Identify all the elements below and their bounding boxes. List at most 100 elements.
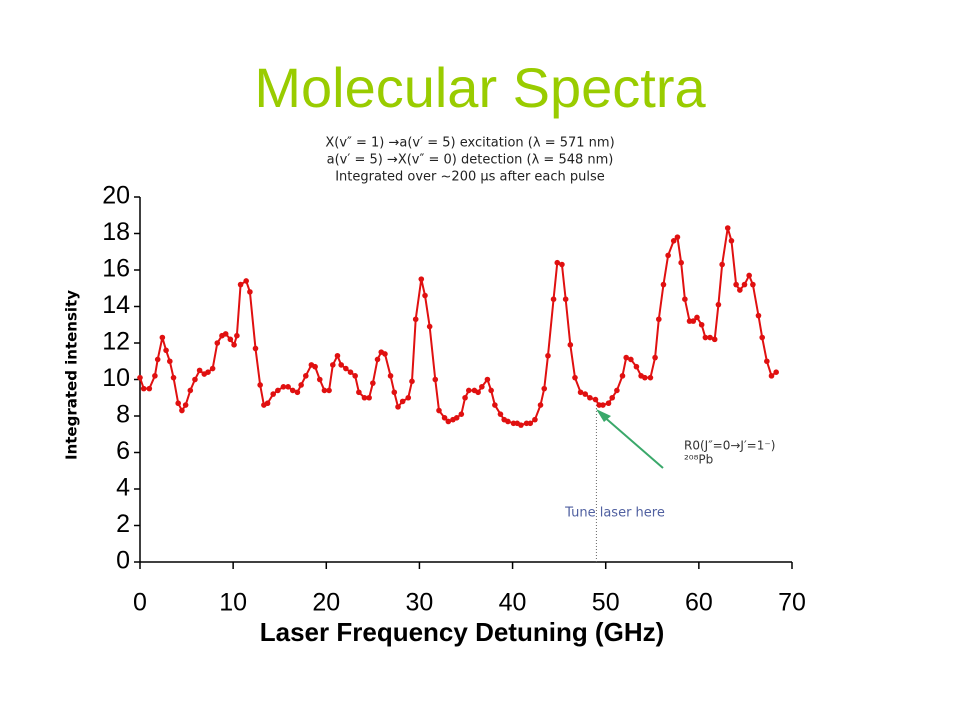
- data-point: [541, 385, 548, 392]
- data-point: [479, 384, 485, 390]
- data-point: [759, 334, 765, 341]
- data-point: [205, 369, 211, 376]
- data-point: [234, 332, 240, 339]
- data-point: [347, 369, 354, 376]
- data-point: [545, 352, 551, 359]
- data-point: [764, 358, 770, 365]
- data-point: [609, 394, 616, 401]
- data-point: [665, 252, 671, 259]
- data-point: [755, 312, 762, 319]
- data-point: [399, 398, 406, 405]
- x-tick-label: 20: [312, 589, 340, 617]
- data-point: [678, 259, 684, 266]
- annotation: Tune laser here: [564, 506, 665, 521]
- data-point: [741, 281, 748, 288]
- x-tick-label: 50: [592, 589, 620, 617]
- y-tick-label: 0: [116, 547, 130, 575]
- data-point: [724, 225, 731, 231]
- data-point: [243, 278, 249, 284]
- x-tick-label: 0: [133, 589, 147, 617]
- data-point: [690, 318, 697, 324]
- data-point: [768, 373, 775, 379]
- data-point: [614, 387, 620, 394]
- data-point: [316, 376, 323, 383]
- data-point: [628, 356, 634, 363]
- data-point: [146, 385, 153, 392]
- data-point: [334, 352, 341, 359]
- x-tick-label: 60: [685, 589, 713, 617]
- data-point: [750, 281, 756, 288]
- data-point: [572, 374, 578, 381]
- y-tick-label: 2: [116, 510, 130, 538]
- x-tick-label: 10: [219, 589, 247, 617]
- data-point: [633, 363, 640, 370]
- data-point: [436, 407, 442, 414]
- data-point: [312, 363, 318, 370]
- y-tick-label: 16: [102, 255, 130, 283]
- data-point: [670, 238, 677, 244]
- data-point: [280, 384, 287, 390]
- data-point: [484, 376, 491, 383]
- data-point: [326, 387, 332, 394]
- data-point: [488, 387, 494, 394]
- data-point: [592, 396, 599, 403]
- y-tick-label: 20: [102, 182, 130, 210]
- y-tick-label: 14: [102, 291, 130, 319]
- data-point: [554, 259, 561, 266]
- data-point: [642, 374, 648, 381]
- data-point: [140, 385, 147, 392]
- y-tick-label: 10: [102, 364, 130, 392]
- x-tick-label: 40: [499, 589, 527, 617]
- data-point: [405, 394, 412, 401]
- data-point: [175, 400, 181, 407]
- y-tick-label: 12: [102, 328, 130, 356]
- data-point: [387, 373, 394, 379]
- annotation: R0(J″=0→J′=1⁻): [684, 439, 775, 453]
- data-point: [391, 389, 398, 396]
- data-point: [395, 404, 401, 410]
- data-point: [330, 362, 336, 368]
- data-point: [773, 369, 779, 376]
- data-point: [550, 296, 557, 303]
- data-point: [746, 272, 752, 279]
- data-point: [432, 376, 439, 383]
- data-point: [711, 336, 718, 343]
- slide-title: Molecular Spectra: [254, 56, 706, 119]
- data-point: [298, 382, 304, 388]
- data-point: [247, 289, 253, 295]
- subtitle-line: a(v′ = 5) →X(v″ = 0) detection (λ = 548 …: [327, 153, 614, 168]
- data-point: [518, 422, 524, 428]
- data-point: [154, 356, 161, 363]
- data-point: [562, 296, 569, 303]
- x-tick-label: 70: [778, 589, 806, 617]
- data-point: [361, 394, 368, 401]
- y-tick-label: 4: [116, 474, 130, 502]
- data-point: [422, 292, 428, 299]
- data-point: [462, 394, 468, 401]
- data-point: [458, 411, 465, 417]
- data-point: [222, 331, 229, 337]
- data-point: [412, 316, 419, 323]
- data-point: [152, 373, 158, 379]
- data-point: [587, 394, 593, 401]
- data-point: [527, 420, 534, 427]
- data-point: [163, 347, 169, 354]
- data-point: [674, 234, 681, 240]
- data-point: [652, 354, 658, 361]
- data-point: [656, 316, 662, 323]
- data-point: [252, 345, 259, 352]
- data-point: [559, 261, 565, 268]
- data-point: [532, 416, 538, 423]
- data-point: [182, 402, 189, 408]
- data-point: [356, 389, 362, 396]
- data-point: [352, 373, 358, 379]
- data-point: [270, 391, 276, 397]
- data-point: [600, 402, 606, 408]
- x-axis-label: Laser Frequency Detuning (GHz): [260, 617, 665, 647]
- data-point: [294, 389, 301, 396]
- data-point: [237, 281, 244, 288]
- data-point: [382, 351, 388, 357]
- data-point: [289, 387, 296, 394]
- data-point: [698, 321, 705, 328]
